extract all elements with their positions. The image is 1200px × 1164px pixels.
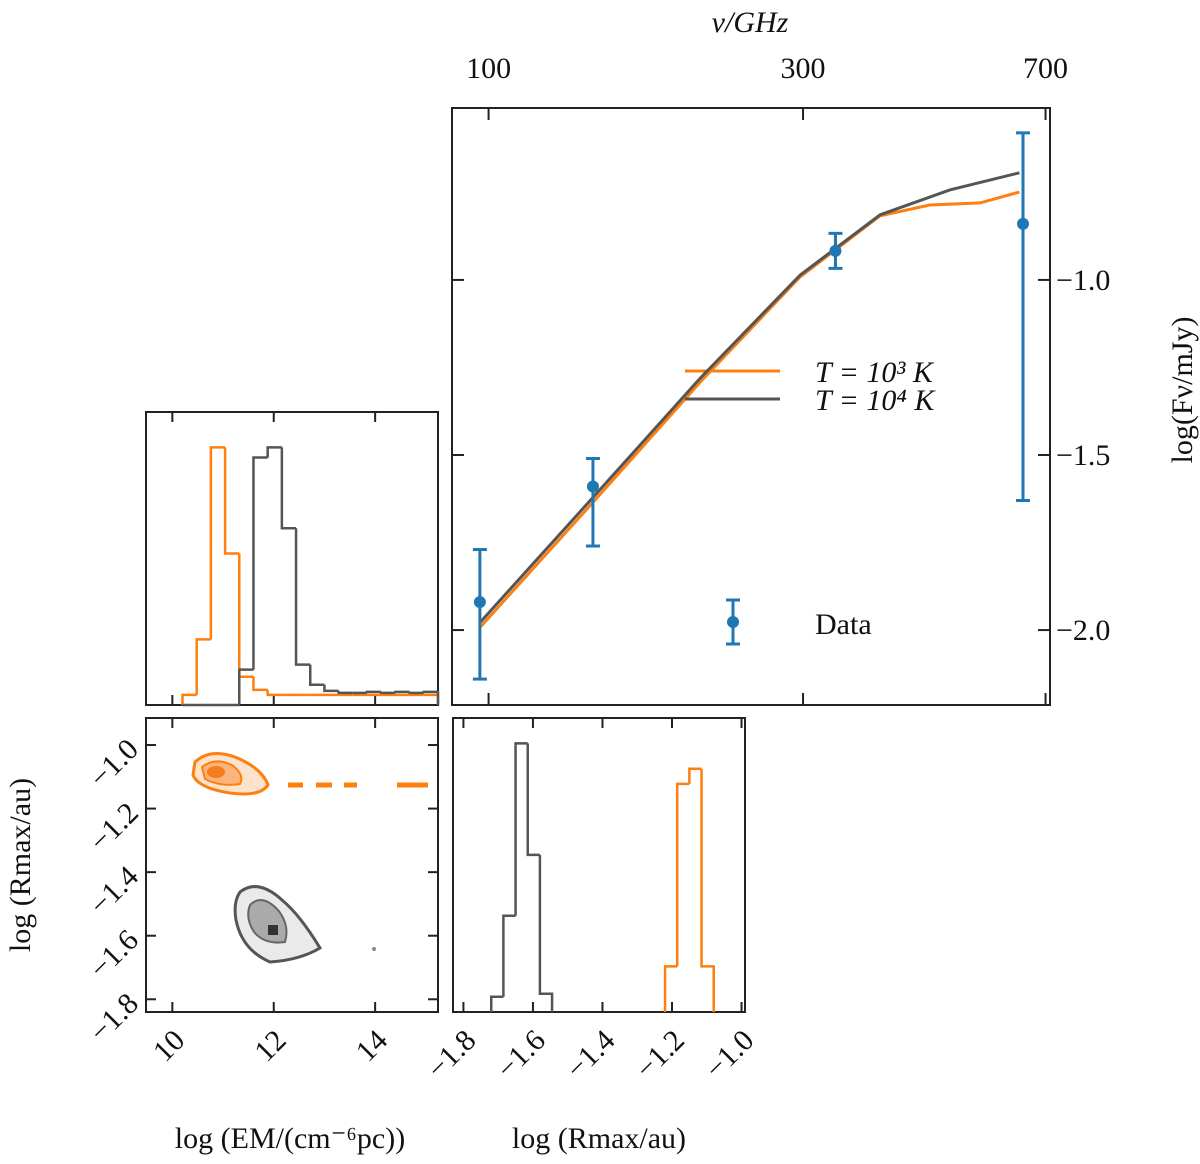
- histogram-step: [423, 693, 440, 705]
- axes-frame: [451, 107, 1051, 706]
- data-point: [829, 244, 842, 257]
- histogram-step: [252, 676, 268, 692]
- x-tick-label: 10: [147, 1024, 192, 1069]
- y-tick-label: −1.8: [83, 987, 145, 1049]
- x-tick-label: 12: [248, 1024, 293, 1069]
- contours: [191, 751, 428, 964]
- x-tick-label: −1.4: [560, 1024, 622, 1086]
- data-point: [586, 480, 599, 493]
- y-tick-label: −2.0: [1056, 614, 1110, 647]
- legend-label: Data: [815, 608, 872, 641]
- legend-marker: [727, 616, 739, 628]
- x-tick-label: −1.8: [421, 1024, 483, 1086]
- x-tick-label: −1.0: [699, 1024, 761, 1086]
- x-axis-label: log (EM/(cm⁻⁶pc)): [175, 1122, 405, 1155]
- histogram-step: [238, 668, 254, 705]
- histogram-step: [688, 767, 702, 784]
- histogram-step: [379, 691, 396, 695]
- data-point: [473, 596, 486, 609]
- histogram-step: [266, 446, 282, 458]
- y-tick-label: −1.6: [83, 923, 145, 985]
- y-tick-label: −1.0: [83, 733, 145, 795]
- y-tick-label: −1.5: [1056, 439, 1110, 472]
- histogram-step: [526, 743, 540, 857]
- model-line: [479, 190, 1020, 628]
- histogram-step: [181, 693, 197, 705]
- x-tick-label: 100: [466, 52, 511, 85]
- contour-dot: [372, 947, 376, 951]
- histogram-step: [502, 914, 516, 997]
- axes-frame: [452, 717, 746, 1013]
- histogram-step: [195, 638, 211, 695]
- x-tick-label: 14: [350, 1024, 395, 1069]
- y-axis-label: log (Rmax/au): [4, 778, 37, 952]
- x-axis-label: ν/GHz: [712, 6, 789, 39]
- histogram-step: [394, 690, 410, 694]
- histogram-step: [422, 690, 440, 705]
- histogram-step: [514, 742, 528, 916]
- histogram-step: [408, 691, 424, 695]
- axes-frame: [145, 411, 439, 706]
- histogram-step: [223, 447, 240, 555]
- model-line: [479, 171, 1020, 624]
- contour-peak: [207, 766, 225, 778]
- histogram-step: [489, 995, 504, 1012]
- x-axis-label: log (Rmax/au): [512, 1122, 686, 1155]
- histogram-step: [280, 447, 297, 530]
- histogram-step: [238, 553, 254, 678]
- histogram-step: [252, 456, 268, 670]
- y-tick-label: −1.0: [1056, 264, 1110, 297]
- histogram-step: [309, 664, 325, 687]
- histogram-step: [365, 690, 382, 694]
- histogram-step: [323, 684, 339, 693]
- histogram-step: [266, 689, 282, 697]
- axes-frame: [145, 717, 439, 1013]
- histogram-step: [538, 854, 554, 1012]
- histogram-step: [294, 528, 311, 666]
- x-tick-label: 300: [781, 52, 826, 85]
- y-tick-label: −1.2: [83, 796, 145, 858]
- histogram-step: [337, 690, 353, 695]
- x-tick-label: 700: [1023, 52, 1068, 85]
- legend-label: T = 10³ K: [815, 356, 935, 389]
- data-point: [1017, 217, 1030, 230]
- x-tick-label: −1.6: [490, 1024, 552, 1086]
- histogram-step: [675, 782, 690, 967]
- histogram-step: [700, 768, 715, 1012]
- histogram-step: [209, 446, 226, 640]
- y-tick-label: −1.4: [83, 860, 145, 922]
- contour-peak: [268, 925, 278, 935]
- x-tick-label: −1.2: [629, 1024, 691, 1086]
- y-axis-label: log(Fν/mJy): [1166, 317, 1199, 464]
- legend-label: T = 10⁴ K: [815, 384, 936, 417]
- histogram-step: [663, 965, 678, 1012]
